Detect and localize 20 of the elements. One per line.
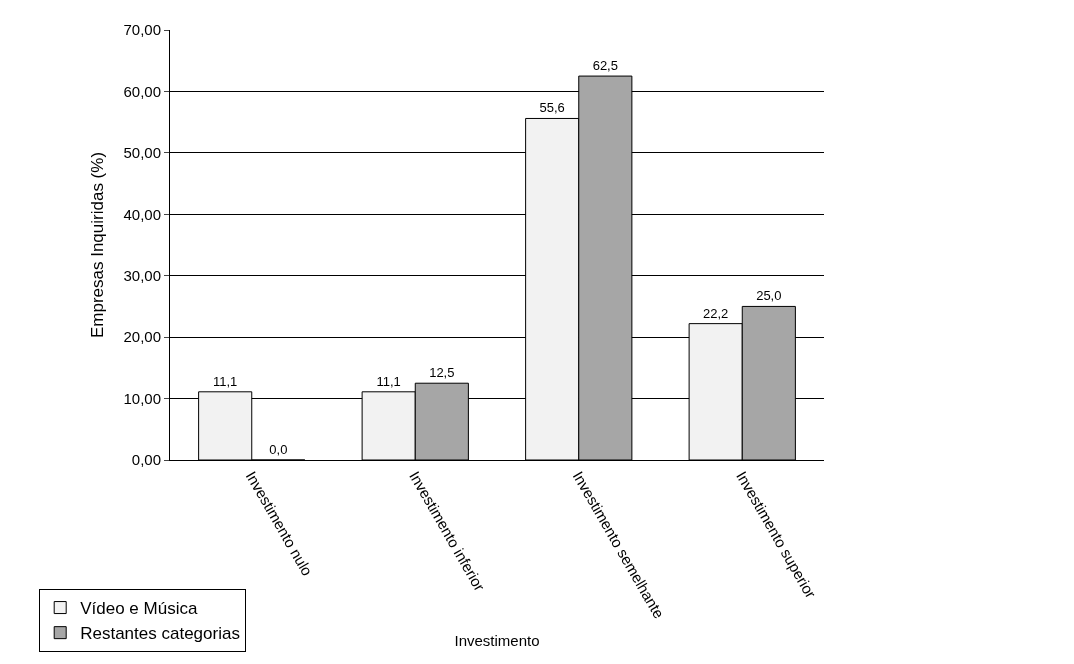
x-axis-title: Investimento <box>454 632 540 650</box>
data-label: 55,6 <box>539 100 565 116</box>
y-tick-label: 0,00 <box>131 451 161 469</box>
y-axis-title: Empresas Inquiridas (%) <box>88 151 107 339</box>
y-tick-label: 50,00 <box>123 144 161 162</box>
y-tick-label: 30,00 <box>123 266 161 284</box>
y-tick-label: 10,00 <box>123 389 161 407</box>
y-tick-label: 20,00 <box>123 328 161 346</box>
y-tick-label: 60,00 <box>123 82 161 100</box>
data-label: 0,0 <box>269 442 288 457</box>
data-label: 12,5 <box>429 365 455 381</box>
data-label: 62,5 <box>592 58 618 74</box>
data-label: 11,1 <box>376 373 401 389</box>
data-label: 25,0 <box>756 288 782 304</box>
legend-label: Restantes categorias <box>80 624 240 644</box>
y-tick-label: 40,00 <box>123 205 161 223</box>
y-tick-label: 70,00 <box>123 21 161 39</box>
legend-label: Vídeo e Música <box>80 599 198 619</box>
data-label: 22,2 <box>703 305 729 321</box>
data-label: 11,1 <box>213 373 238 389</box>
